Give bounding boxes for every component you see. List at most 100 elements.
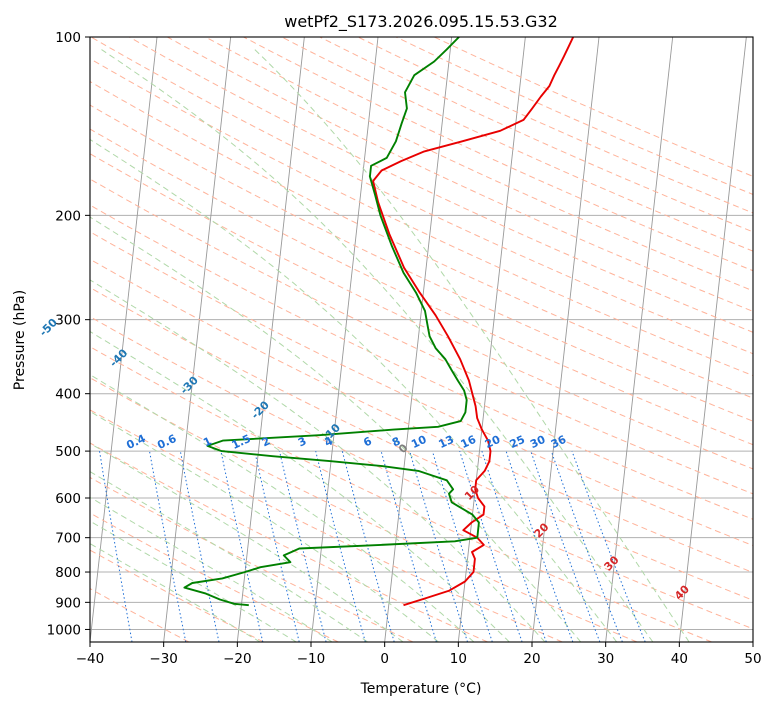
mixing-ratio-label: 20 [483, 433, 503, 451]
mixing-ratio-label: 16 [459, 433, 479, 451]
dry-adiabat-line [90, 204, 753, 520]
x-tick-label: 50 [744, 651, 761, 667]
x-tick-label: −30 [149, 651, 178, 667]
mixing-ratio-line [279, 450, 327, 642]
x-tick-label: 0 [380, 651, 389, 667]
dry-adiabat-line [90, 512, 339, 642]
mixing-ratio-line [550, 450, 623, 642]
y-tick-label: 100 [55, 30, 81, 46]
dry-adiabat-line [90, 80, 753, 399]
mixing-ratio-line [220, 451, 264, 642]
mixing-ratio-label: 25 [508, 433, 527, 451]
isotherm-label: 40 [672, 582, 692, 602]
dry-adiabat-line [90, 258, 753, 574]
moist-adiabat-line [101, 49, 654, 642]
moist-adiabat-line [90, 442, 404, 642]
y-tick-label: 700 [55, 531, 81, 547]
y-axis-title: Pressure (hPa) [12, 290, 28, 390]
temperature-profile [372, 37, 575, 607]
isotherm-line [531, 37, 600, 642]
isotherm-label: 30 [602, 553, 622, 573]
mixing-ratio-label: 13 [437, 433, 456, 451]
isotherm-line [457, 37, 526, 642]
moist-adiabat-line [90, 542, 261, 642]
mixing-ratio-label: 2 [260, 434, 272, 449]
isotherm-line [90, 37, 158, 642]
isotherm-line [384, 37, 453, 642]
moist-adiabat-line [254, 49, 690, 642]
isotherm-line [678, 37, 747, 642]
y-tick-label: 600 [55, 491, 81, 507]
mixing-ratio-line [459, 450, 523, 642]
dry-adiabat-line [128, 37, 753, 333]
moist-adiabat-line [90, 471, 368, 642]
moist-adiabat-line [90, 330, 510, 642]
dry-adiabat-line [319, 37, 753, 233]
dry-adiabat-line [90, 37, 753, 355]
moist-adiabat-line [90, 138, 618, 642]
mixing-ratio-line [481, 450, 547, 642]
mixing-ratio-line [409, 450, 468, 642]
plot-axes: −40 −30 −20 −10 0 10 20 30 40 5010020030040050060… [47, 30, 762, 667]
dry-adiabat-line [90, 128, 753, 446]
x-tick-label: 20 [523, 651, 540, 667]
mixing-ratio-line [179, 451, 220, 642]
dry-adiabat-line [90, 178, 753, 495]
mixing-ratio-label: 1.5 [230, 432, 253, 452]
dry-adiabat-line [90, 442, 488, 642]
isotherm-label: -20 [249, 398, 272, 421]
y-tick-label: 1000 [47, 622, 81, 638]
isotherm-line [605, 37, 674, 642]
mixing-ratio-label: 6 [361, 434, 374, 449]
mixing-ratio-line [315, 450, 366, 642]
dry-adiabat-line [90, 587, 190, 642]
isotherm-line [0, 37, 10, 642]
x-tick-label: 40 [671, 651, 688, 667]
dry-adiabat-line [90, 476, 414, 642]
isotherm-line [752, 637, 753, 642]
x-tick-label: 30 [597, 651, 614, 667]
x-tick-label: −20 [223, 651, 252, 667]
dry-adiabat-line [434, 37, 753, 177]
dry-adiabat-line [90, 346, 712, 642]
mixing-ratio-label: 10 [409, 433, 429, 451]
moist-adiabat-line [90, 216, 582, 642]
isotherm-label: -40 [107, 346, 130, 369]
dry-adiabat-line [90, 377, 638, 642]
y-tick-label: 900 [55, 595, 81, 611]
dry-adiabat-line [90, 153, 753, 470]
x-tick-label: 10 [450, 651, 467, 667]
dry-adiabat-line [167, 37, 753, 312]
plot-grid [0, 37, 753, 642]
isotherm-line [236, 37, 305, 642]
y-tick-label: 200 [55, 208, 81, 224]
chart-title: wetPf2_S173.2026.095.15.53.G32 [284, 12, 558, 32]
mixing-ratio-line [341, 450, 395, 642]
dry-adiabat-line [90, 549, 264, 642]
mixing-ratio-line [254, 450, 300, 642]
y-tick-label: 400 [55, 387, 81, 403]
dewpoint-profile [183, 37, 480, 607]
x-axis-title: Temperature (°C) [360, 681, 482, 697]
mixing-ratio-line [530, 450, 601, 642]
dry-adiabat-line [90, 231, 753, 547]
y-tick-label: 500 [55, 444, 81, 460]
moist-adiabat-line [90, 279, 546, 642]
x-tick-label: −10 [297, 651, 326, 667]
dry-adiabat-line [90, 316, 753, 630]
mixing-ratio-line [505, 450, 574, 642]
mixing-ratio-label: 0.6 [155, 432, 178, 452]
x-tick-label: −40 [76, 651, 105, 667]
dry-adiabat-line [90, 409, 563, 642]
y-tick-label: 800 [55, 565, 81, 581]
y-tick-label: 300 [55, 313, 81, 329]
dry-adiabat-line [90, 58, 753, 377]
mixing-ratio-line [380, 450, 437, 642]
mixing-ratio-label: 0.4 [124, 432, 147, 452]
mixing-ratio-line [99, 451, 133, 642]
mixing-ratio-label: 30 [528, 433, 548, 451]
plot-frame [89, 36, 754, 643]
mixing-ratio-line [431, 450, 493, 642]
mixing-ratio-line [149, 451, 187, 642]
